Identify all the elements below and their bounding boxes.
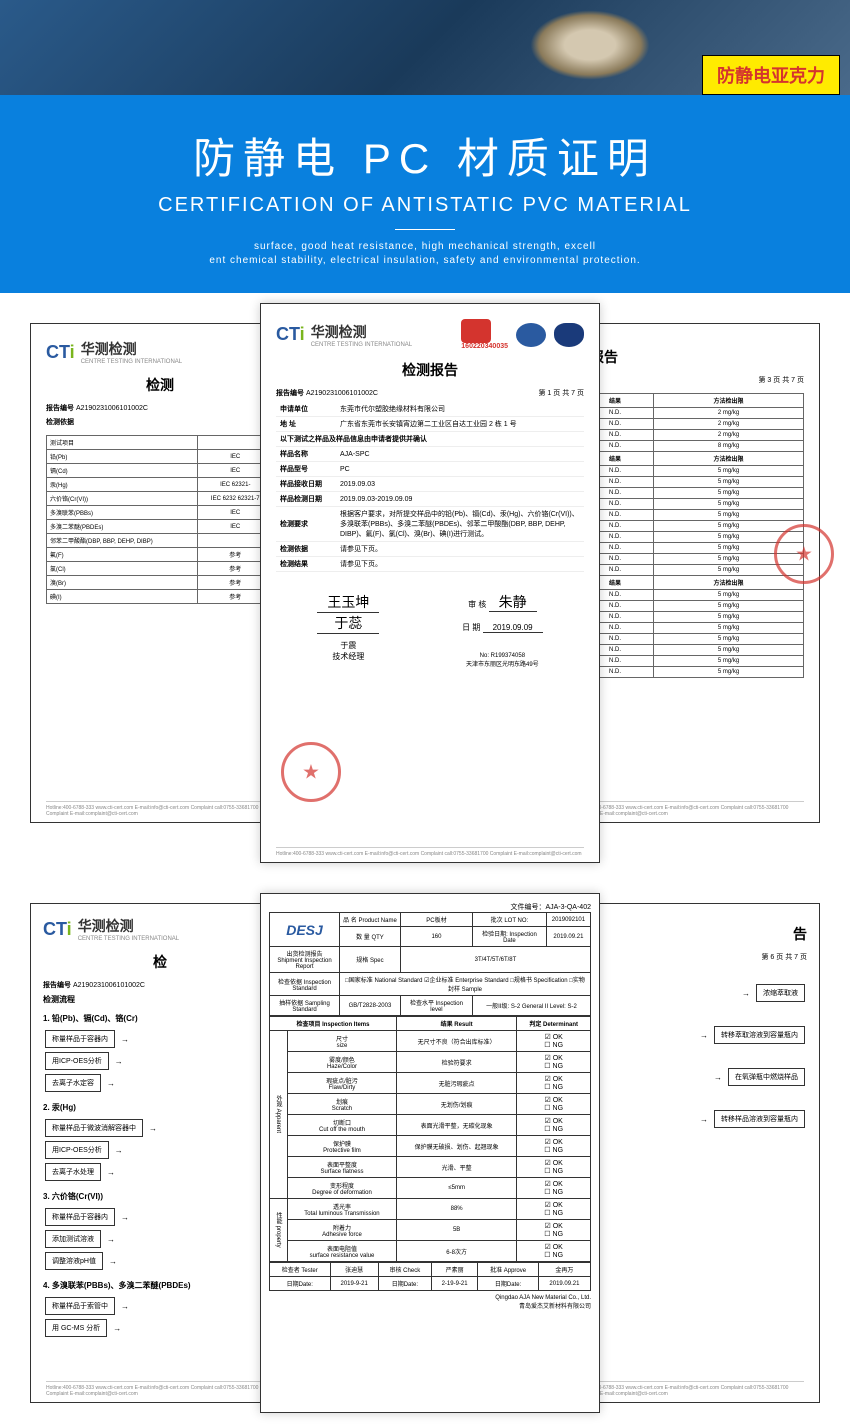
flow-step: 去离子水定容 [45,1074,101,1092]
flow-step: 在氧弹瓶中燃烧样品 [728,1068,805,1086]
flow-step: 称量样品于微波消解容器中 [45,1119,143,1137]
signature-3: 朱静 [489,596,537,612]
flow-step: 称量样品于索管中 [45,1297,115,1315]
subtitle-2: ent chemical stability, electrical insul… [20,254,830,268]
cma-badge [461,319,491,343]
signature-2: 于蕊 [317,613,379,634]
report-title: 检测 [46,375,274,395]
report-info-table: 申请单位东莞市代尔塑胶绝缘材料有限公司 地 址广东省东莞市长安镇宵边第二工业区自… [276,402,584,572]
results-table: 结果方法检出限 N.D.2 mg/kgN.D.2 mg/kgN.D.2 mg/k… [576,393,804,678]
cert-left: CTi 华测检测 CENTRE TESTING INTERNATIONAL 检测… [30,323,290,823]
flow-step: 用ICP-OES分析 [45,1052,109,1070]
doc-footer: Hotline:400-6788-333 www.cti-cert.com E-… [576,801,804,817]
flow-step: 用 GC-MS 分析 [45,1319,107,1337]
title-header: 防静电 PC 材质证明 CERTIFICATION OF ANTISTATIC … [0,95,850,293]
signature-1: 王玉坤 [317,592,379,613]
left-section-title: 检测依据 [46,417,274,427]
product-tag: 防静电亚克力 [702,55,840,95]
report-title-c: 检测报告 [276,360,584,380]
product-photo: 防静电亚克力 [0,0,850,95]
inspection-header-table: DESJ 品 名 Product NamePC板材 批次 LOT NO:2019… [269,912,591,1016]
cti-brand-en: CENTRE TESTING INTERNATIONAL [311,342,412,348]
certificates-row-1: CTi 华测检测 CENTRE TESTING INTERNATIONAL 检测… [0,293,850,893]
cti-logo: CTi [43,919,72,940]
report-title-r: 测报告 [576,347,804,367]
flow-step: 浓缩萃取液 [756,984,805,1002]
cti-logo: CTi [46,342,75,363]
flow-step: 用ICP-OES分析 [45,1141,109,1159]
flow-step: 去离子水处理 [45,1163,101,1181]
red-stamp [774,524,834,584]
doc-footer: Hotline:400-6788-333 www.cti-cert.com E-… [46,801,274,817]
cti-brand-cn: 华测检测 [311,322,412,342]
cti-logo: CTi [276,324,305,345]
flow-step: 转移萃取溶液到容量瓶内 [714,1026,805,1044]
cnas-badge [554,323,584,347]
cti-brand-en: CENTRE TESTING INTERNATIONAL [81,359,182,365]
accreditation-badges: 160220340035 [461,319,584,350]
doc-footer: Hotline:400-6788-333 www.cti-cert.com E-… [276,847,584,857]
inspection-signoff-table: 检查者 Tester张迪慧审核 Check严素丽批准 Approve金再万 日期… [269,1262,591,1291]
title-cn: 防静电 PC 材质证明 [20,125,830,186]
desj-logo: DESJ [273,916,336,944]
ilac-badge [516,323,546,347]
flow-step: 称量样品于容器内 [45,1208,115,1226]
certificates-row-2: CTi 华测检测 CENTRE TESTING INTERNATIONAL 检 … [0,893,850,1423]
cti-brand-cn: 华测检测 [81,339,182,359]
flow-step: 调整溶液pH值 [45,1252,103,1270]
flow-step: 转移样品溶液到容量瓶内 [714,1110,805,1128]
flow-step: 称量样品于容器内 [45,1030,115,1048]
red-stamp [281,742,341,802]
flowchart-doc: CTi 华测检测 CENTRE TESTING INTERNATIONAL 检 … [30,903,290,1403]
company-footer: Qingdao AJA New Material Co., Ltd. 青岛爱杰艾… [269,1295,591,1310]
inspection-items-table: 检查项目 Inspection Items结果 Result判定 Determi… [269,1016,591,1262]
flow-step: 添加测试溶液 [45,1230,101,1248]
inspection-report: 文件编号：AJA-3-QA-402 DESJ 品 名 Product NameP… [260,893,600,1413]
signature-area: 王玉坤 于蕊 于震 技术经理 审 核 朱静 日 期 2019.09.09 No:… [276,592,584,668]
test-items-table: 测试项目铅(Pb)IEC镉(Cd)IEC汞(Hg)IEC 62321-六价铬(C… [46,435,274,604]
subtitle-1: surface, good heat resistance, high mech… [20,240,830,254]
cert-center: CTi 华测检测 CENTRE TESTING INTERNATIONAL 16… [260,303,600,863]
title-en: CERTIFICATION OF ANTISTATIC PVC MATERIAL [20,194,830,217]
